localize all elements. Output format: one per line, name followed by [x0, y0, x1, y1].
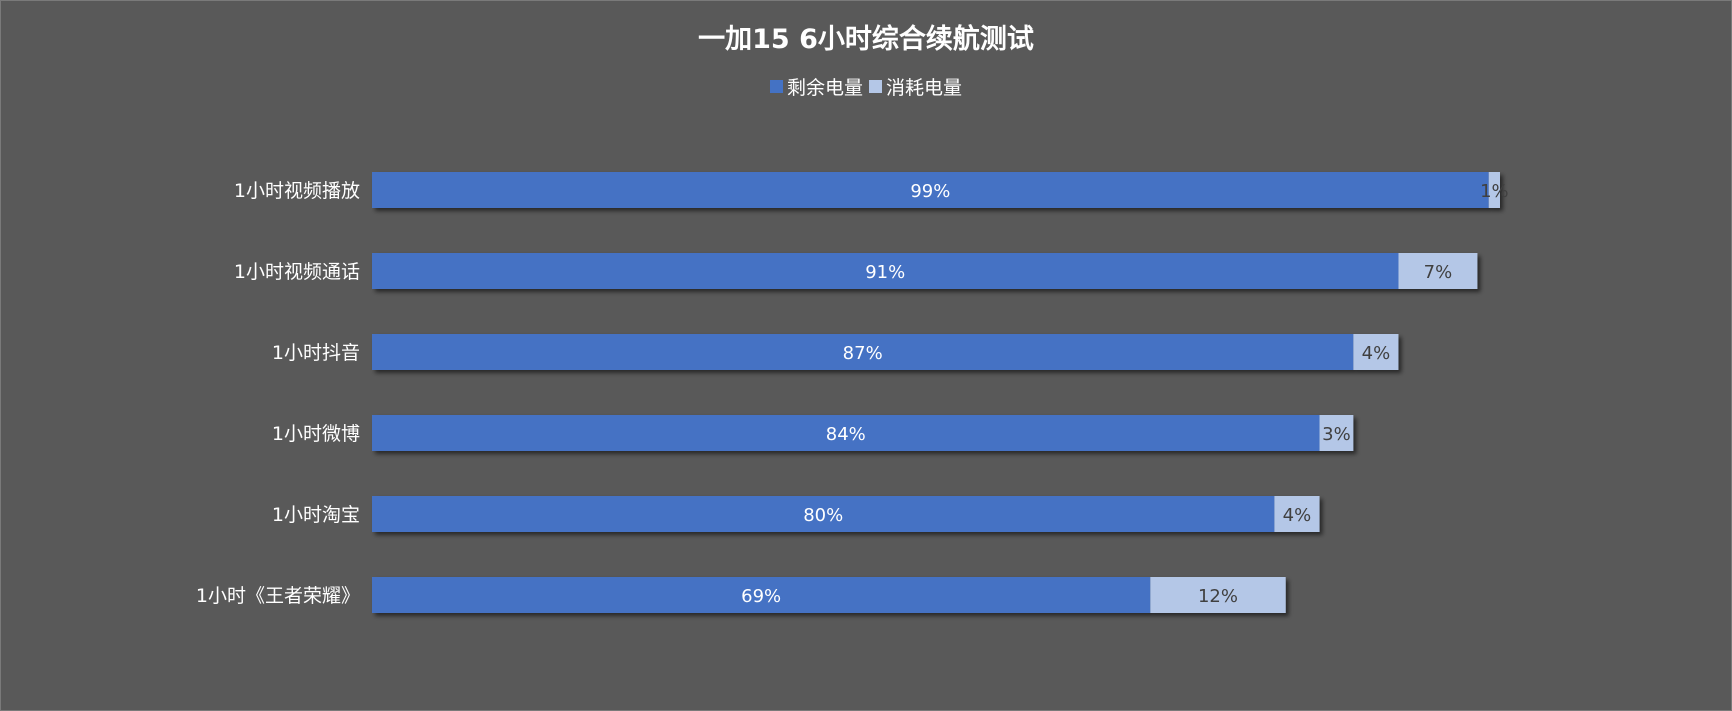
- legend-item-consumed: 消耗电量: [869, 73, 962, 100]
- bar-consumed: [1274, 496, 1320, 532]
- bar-consumed: [1488, 172, 1500, 208]
- bar-consumed: [1319, 415, 1354, 451]
- category-label: 1小时视频通话: [234, 261, 360, 283]
- data-label-consumed: 1%: [1480, 181, 1509, 202]
- bar-consumed: [1398, 253, 1478, 289]
- legend-swatch-remaining: [769, 80, 783, 93]
- data-label-consumed: 3%: [1322, 424, 1351, 445]
- data-label-remaining: 91%: [865, 262, 905, 283]
- legend-label-remaining: 剩余电量: [786, 77, 863, 99]
- bar-group: [372, 253, 1478, 289]
- bar-group: [372, 496, 1320, 532]
- data-label-remaining: 80%: [803, 505, 843, 526]
- category-label: 1小时微博: [272, 423, 360, 445]
- bar-remaining: [372, 172, 1489, 208]
- data-label-consumed: 12%: [1198, 586, 1238, 607]
- legend-swatch-consumed: [869, 80, 882, 93]
- bar-remaining: [372, 415, 1320, 451]
- bar-consumed: [1353, 334, 1399, 370]
- bar-remaining: [372, 577, 1151, 613]
- bar-group: [372, 577, 1286, 613]
- chart-title: 一加15 6小时综合续航测试: [698, 24, 1034, 55]
- data-label-remaining: 69%: [741, 586, 781, 607]
- data-label-remaining: 84%: [826, 424, 866, 445]
- bar-remaining: [372, 334, 1354, 370]
- data-label-consumed: 7%: [1424, 262, 1453, 283]
- category-label: 1小时《王者荣耀》: [196, 585, 360, 607]
- bar-group: [372, 415, 1354, 451]
- data-label-remaining: 99%: [910, 181, 950, 202]
- category-label: 1小时淘宝: [272, 504, 360, 526]
- data-label-remaining: 87%: [843, 343, 883, 364]
- category-label: 1小时视频播放: [234, 180, 360, 202]
- legend-label-consumed: 消耗电量: [886, 77, 963, 99]
- legend: 剩余电量 消耗电量: [1, 73, 1731, 100]
- legend-item-remaining: 剩余电量: [769, 73, 863, 100]
- bar-consumed: [1150, 577, 1286, 613]
- category-label: 1小时抖音: [272, 342, 360, 364]
- bar-remaining: [372, 253, 1399, 289]
- bar-group: [372, 172, 1500, 208]
- data-label-consumed: 4%: [1283, 505, 1312, 526]
- bar-remaining: [372, 496, 1275, 532]
- bar-group: [372, 334, 1399, 370]
- data-label-consumed: 4%: [1362, 343, 1391, 364]
